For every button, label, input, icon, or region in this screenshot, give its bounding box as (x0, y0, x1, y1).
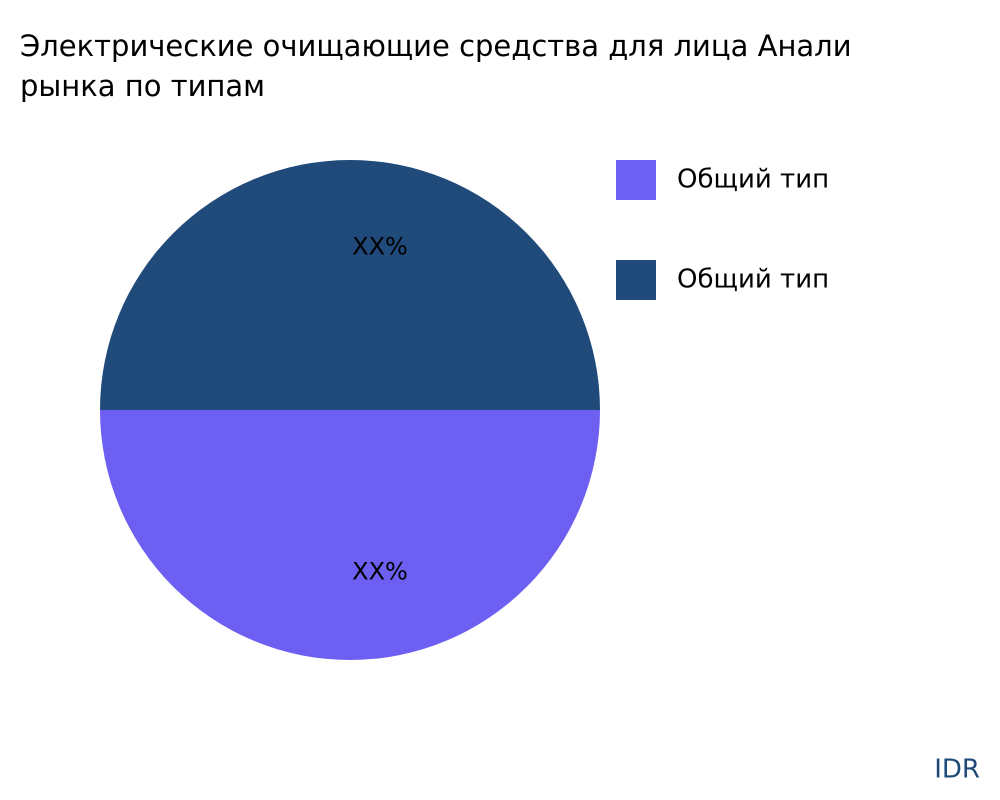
legend-swatch (616, 260, 656, 300)
chart-title: рынка по типам (20, 69, 265, 103)
data-label: XX% (352, 558, 408, 586)
legend-label: Общий тип (677, 165, 829, 195)
watermark: IDR (934, 755, 980, 785)
legend-label: Общий тип (677, 265, 829, 295)
data-label: XX% (352, 233, 408, 261)
pie-slice (100, 410, 600, 660)
pie-slice (100, 160, 600, 410)
chart-title: Электрические очищающие средства для лиц… (20, 29, 852, 63)
legend-swatch (616, 160, 656, 200)
